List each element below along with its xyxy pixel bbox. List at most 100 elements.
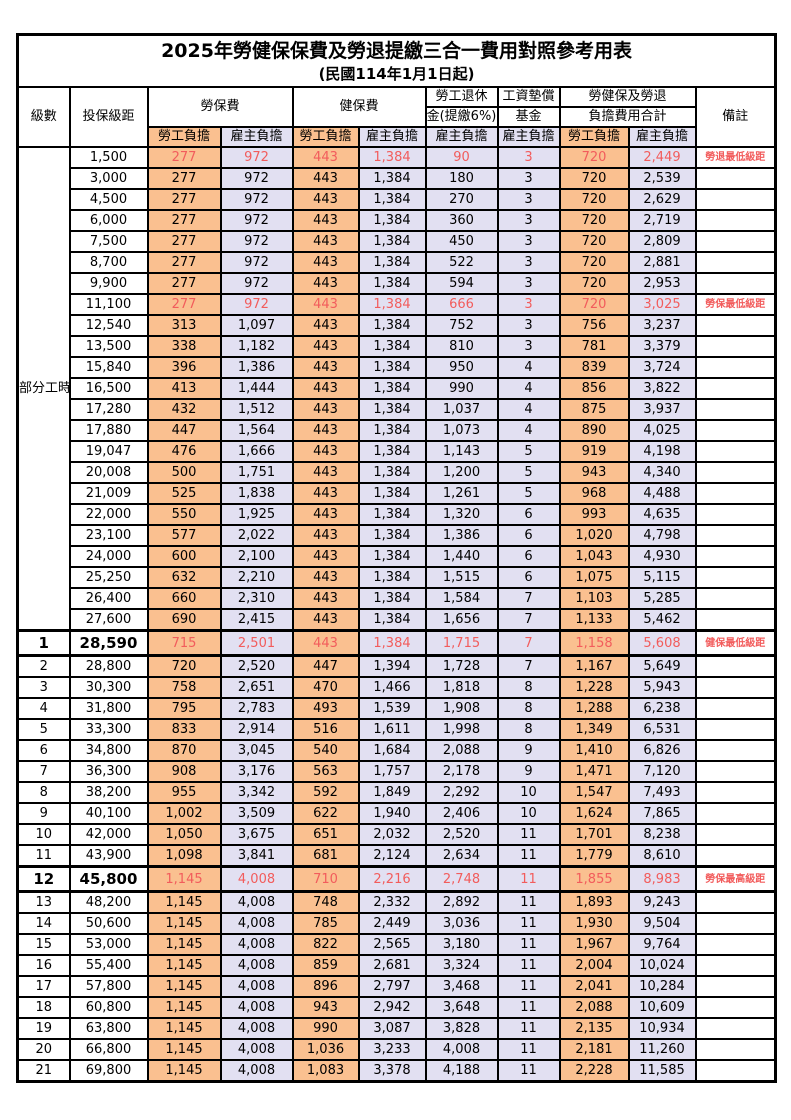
health-employee-cell: 443 (291, 146, 360, 169)
table-row: 5 33,300 833 2,914 516 1,611 1,998 8 1,349 6,531 (16, 718, 777, 741)
bracket-cell: 13,500 (68, 335, 149, 358)
bracket-cell: 17,280 (68, 398, 149, 421)
note-cell (694, 377, 777, 400)
labor-employer-cell: 4,008 (219, 890, 294, 914)
bracket-cell: 25,250 (68, 566, 149, 589)
health-employee-cell: 943 (291, 996, 360, 1019)
note-cell (694, 1059, 777, 1083)
pension-employer-cell: 180 (424, 167, 499, 190)
labor-employer-cell: 4,008 (219, 912, 294, 935)
total-employer-cell: 4,635 (627, 503, 697, 526)
note-cell (694, 654, 777, 678)
health-employer-cell: 1,394 (357, 654, 427, 678)
labor-employer-cell: 972 (219, 230, 294, 253)
level-cell: 14 (16, 912, 71, 935)
table-row: 20 66,800 1,145 4,008 1,036 3,233 4,008 11 2,181… (16, 1038, 777, 1061)
labor-employee-cell: 715 (146, 629, 222, 657)
pension-employer-cell: 990 (424, 377, 499, 400)
note-cell (694, 503, 777, 526)
health-employer-cell: 1,384 (357, 293, 427, 316)
bracket-cell: 60,800 (68, 996, 149, 1019)
labor-employee-cell: 476 (146, 440, 222, 463)
total-employer-cell: 4,798 (627, 524, 697, 547)
total-employer-cell: 6,531 (627, 718, 697, 741)
bracket-cell: 16,500 (68, 377, 149, 400)
note-cell (694, 167, 777, 190)
total-employee-cell: 890 (558, 419, 630, 442)
total-employer-cell: 7,493 (627, 781, 697, 804)
level-cell: 3 (16, 676, 71, 699)
bracket-cell: 66,800 (68, 1038, 149, 1061)
total-employer-cell: 6,238 (627, 697, 697, 720)
subheader-labor-employer: 雇主負擔 (219, 126, 294, 148)
wage-fund-employer-cell: 8 (496, 697, 561, 720)
wage-fund-employer-cell: 7 (496, 608, 561, 632)
note-cell (694, 697, 777, 720)
health-employer-cell: 1,684 (357, 739, 427, 762)
table-row: 24,000 600 2,100 443 1,384 1,440 6 1,043 4,930 (18, 545, 777, 568)
health-employer-cell: 1,384 (357, 587, 427, 610)
labor-employee-cell: 870 (146, 739, 222, 762)
note-cell (694, 482, 777, 505)
wage-fund-employer-cell: 11 (496, 912, 561, 935)
total-employer-cell: 3,822 (627, 377, 697, 400)
wage-fund-employer-cell: 9 (496, 739, 561, 762)
level-cell: 2 (16, 654, 71, 678)
health-employee-cell: 443 (291, 398, 360, 421)
labor-employer-cell: 1,512 (219, 398, 294, 421)
wage-fund-employer-cell: 6 (496, 545, 561, 568)
table-row: 21 69,800 1,145 4,008 1,083 3,378 4,188 11 2,228… (16, 1059, 777, 1083)
header-row-3: 勞工負擔 雇主負擔 勞工負擔 雇主負擔 雇主負擔 雇主負擔 勞工負擔 雇主負擔 (18, 126, 776, 148)
pension-employer-cell: 1,037 (424, 398, 499, 421)
pension-employer-cell: 1,584 (424, 587, 499, 610)
labor-employee-cell: 313 (146, 314, 222, 337)
wage-fund-employer-cell: 3 (496, 335, 561, 358)
health-employer-cell: 1,384 (357, 608, 427, 632)
total-employer-cell: 2,809 (627, 230, 697, 253)
health-employee-cell: 493 (291, 697, 360, 720)
bracket-cell: 38,200 (68, 781, 149, 804)
page-subtitle: (民國114年1月1日起) (318, 65, 475, 83)
table-row: 19,047 476 1,666 443 1,384 1,143 5 919 4,198 (18, 440, 777, 463)
wage-fund-employer-cell: 3 (496, 167, 561, 190)
labor-employer-cell: 3,675 (219, 823, 294, 846)
health-employee-cell: 443 (291, 188, 360, 211)
bracket-cell: 33,300 (68, 718, 149, 741)
health-employee-cell: 443 (291, 482, 360, 505)
bracket-cell: 31,800 (68, 697, 149, 720)
level-cell: 13 (16, 890, 71, 914)
labor-employer-cell: 3,176 (219, 760, 294, 783)
bracket-cell: 21,009 (68, 482, 149, 505)
health-employee-cell: 622 (291, 802, 360, 825)
note-cell (694, 461, 777, 484)
total-employer-cell: 2,629 (627, 188, 697, 211)
labor-employee-cell: 577 (146, 524, 222, 547)
note-cell (694, 912, 777, 935)
total-employer-cell: 3,379 (627, 335, 697, 358)
labor-employee-cell: 277 (146, 188, 222, 211)
total-employee-cell: 1,701 (558, 823, 630, 846)
labor-employee-cell: 1,145 (146, 933, 222, 956)
wage-fund-employer-cell: 4 (496, 377, 561, 400)
table-row: 9 40,100 1,002 3,509 622 1,940 2,406 10 1,624 7,8… (16, 802, 777, 825)
wage-fund-employer-cell: 10 (496, 802, 561, 825)
pension-employer-cell: 666 (424, 293, 499, 316)
health-employee-cell: 447 (291, 654, 360, 678)
labor-employer-cell: 972 (219, 167, 294, 190)
pension-employer-cell: 270 (424, 188, 499, 211)
total-employer-cell: 5,649 (627, 654, 697, 678)
bracket-cell: 57,800 (68, 975, 149, 998)
health-employer-cell: 1,384 (357, 524, 427, 547)
wage-fund-employer-cell: 11 (496, 890, 561, 914)
labor-employee-cell: 277 (146, 230, 222, 253)
pension-employer-cell: 3,180 (424, 933, 499, 956)
table-row: 18 60,800 1,145 4,008 943 2,942 3,648 11 2,088 10… (16, 996, 777, 1019)
wage-fund-employer-cell: 3 (496, 209, 561, 232)
health-employer-cell: 1,611 (357, 718, 427, 741)
total-employee-cell: 1,075 (558, 566, 630, 589)
health-employee-cell: 859 (291, 954, 360, 977)
health-employee-cell: 748 (291, 890, 360, 914)
wage-fund-employer-cell: 7 (496, 629, 561, 657)
health-employer-cell: 1,384 (357, 167, 427, 190)
total-employee-cell: 839 (558, 356, 630, 379)
